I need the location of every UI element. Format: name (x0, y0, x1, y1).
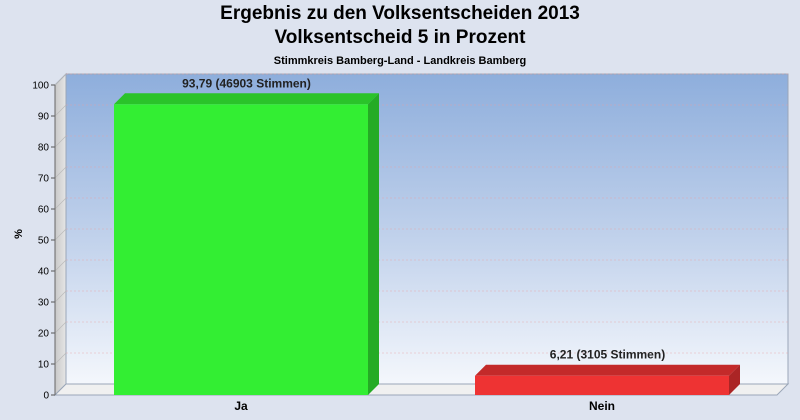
bar-side (368, 93, 379, 395)
x-category-label: Nein (589, 399, 615, 413)
y-tick-label: 50 (38, 236, 50, 247)
chart-subtitle: Stimmkreis Bamberg-Land - Landkreis Bamb… (273, 55, 527, 67)
bar-front (475, 375, 729, 395)
bar-side (729, 364, 740, 395)
x-category-label: Ja (234, 399, 248, 413)
bar-top (114, 93, 379, 105)
gridline-side (54, 166, 67, 179)
data-label: 6,21 (3105 Stimmen) (550, 348, 665, 362)
gridline-side (54, 135, 67, 148)
gridline-side (54, 290, 67, 303)
y-tick-label: 80 (38, 143, 50, 154)
y-axis-label: % (13, 229, 25, 239)
y-tick-label: 30 (38, 298, 50, 309)
y-tick-label: 40 (38, 267, 50, 278)
chart-title-line2: Volksentscheid 5 in Prozent (274, 27, 526, 48)
bar-front (114, 104, 368, 395)
gridline-side (54, 321, 67, 334)
bar-nein (475, 364, 740, 395)
bar-top (475, 364, 740, 376)
y-tick-label: 60 (38, 205, 50, 216)
y-tick-label: 10 (38, 360, 50, 371)
gridline-side (54, 73, 67, 86)
y-tick-label: 70 (38, 174, 50, 185)
gridline-side (54, 228, 67, 241)
gridline-side (54, 352, 67, 365)
chart-title: Ergebnis zu den Volksentscheiden 2013 (220, 3, 580, 24)
gridline-side (54, 104, 67, 117)
data-label: 93,79 (46903 Stimmen) (182, 76, 311, 90)
y-tick-label: 90 (38, 112, 50, 123)
gridline-side (54, 259, 67, 272)
y-tick-label: 100 (32, 81, 49, 92)
gridline-side (54, 197, 67, 210)
y-tick-label: 20 (38, 329, 50, 340)
bar-ja (114, 93, 379, 395)
y-tick-label: 0 (43, 391, 49, 402)
